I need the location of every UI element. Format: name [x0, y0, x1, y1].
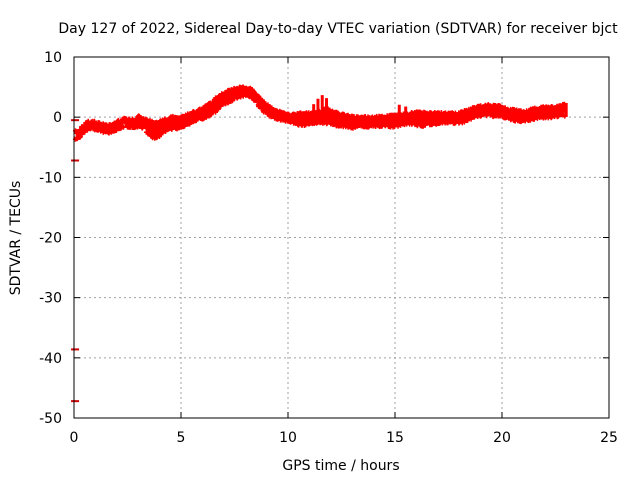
x-tick-label: 25 [600, 430, 618, 446]
y-tick-label: 10 [44, 50, 62, 66]
x-tick-label: 0 [70, 430, 79, 446]
y-tick-label: -10 [39, 170, 62, 186]
y-tick-label: 0 [53, 110, 62, 126]
y-tick-label: -40 [39, 351, 62, 367]
x-tick-label: 5 [177, 430, 186, 446]
x-axis-label: GPS time / hours [282, 458, 399, 474]
chart-title: Day 127 of 2022, Sidereal Day-to-day VTE… [58, 21, 618, 37]
y-tick-label: -20 [39, 231, 62, 247]
data-layer [71, 84, 568, 403]
x-tick-label: 10 [279, 430, 297, 446]
y-tick-label: -30 [39, 291, 62, 307]
x-tick-label: 20 [493, 430, 511, 446]
x-tick-label: 15 [386, 430, 404, 446]
y-tick-label: -50 [39, 411, 62, 427]
y-axis-label: SDTVAR / TECUs [8, 181, 24, 296]
